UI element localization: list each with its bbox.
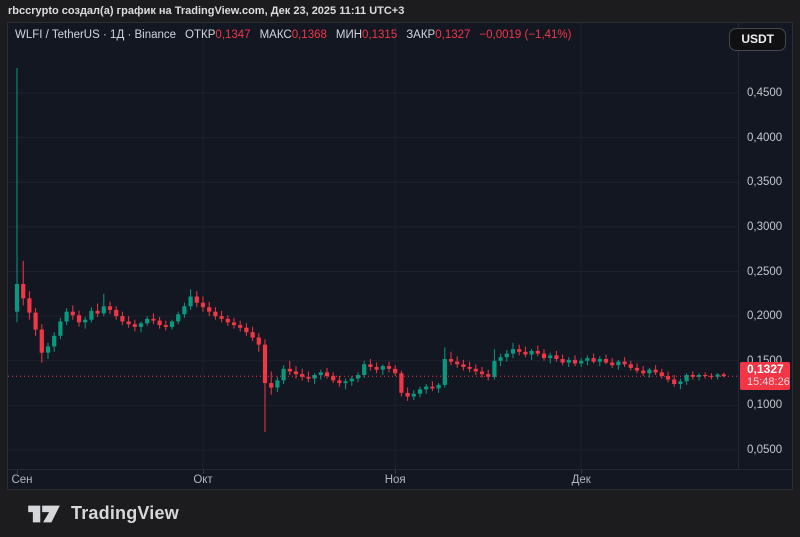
open-value: 0,1347 xyxy=(215,29,251,41)
price-tick-label: 0,1000 xyxy=(747,399,783,412)
symbol-name: WLFI / TetherUS xyxy=(15,29,100,41)
currency-toggle-button[interactable]: USDT xyxy=(729,28,786,51)
last-price-value: 0,1327 xyxy=(747,362,784,377)
exchange-label: Binance xyxy=(134,29,177,41)
time-tick-mark xyxy=(395,470,397,474)
chart-panel: WLFI / TetherUS · 1Д · Binance ОТКР0,134… xyxy=(7,22,793,490)
time-tick-mark xyxy=(203,470,204,474)
time-tick-mark xyxy=(17,470,18,474)
close-value: 0,1327 xyxy=(435,29,471,41)
legend-separator: · xyxy=(127,29,132,41)
ohlc-low: МИН0,1315 xyxy=(336,29,397,41)
time-tick-mark xyxy=(581,470,583,474)
brand-name: TradingView xyxy=(71,503,179,523)
last-price-badge: 0,1327 15:48:26 xyxy=(740,362,790,391)
ohlc-high: МАКС0,1368 xyxy=(260,29,327,41)
symbol-legend: WLFI / TetherUS · 1Д · Binance ОТКР0,134… xyxy=(15,29,572,41)
ohlc-open: ОТКР0,1347 xyxy=(185,29,251,41)
price-tick-label: 0,2500 xyxy=(747,265,783,278)
candlestick-chart-area[interactable] xyxy=(8,23,738,469)
time-tick-label: Дек xyxy=(571,474,591,486)
time-tick-label: Сен xyxy=(11,474,33,486)
footer-bar: TradingView xyxy=(0,490,800,537)
symbol-title[interactable]: WLFI / TetherUS · 1Д · Binance xyxy=(15,29,176,41)
time-tick-label: Окт xyxy=(193,474,213,486)
price-tick-label: 0,4000 xyxy=(747,131,783,144)
close-label: ЗАКР xyxy=(406,29,436,41)
time-tick-label: Ноя xyxy=(384,474,406,486)
attribution-text: rbccrypto создал(а) график на TradingVie… xyxy=(8,5,405,17)
high-label: МАКС xyxy=(259,29,292,41)
attribution-bar: rbccrypto создал(а) график на TradingVie… xyxy=(0,0,800,22)
change-value: −0,0019 (−1,41%) xyxy=(479,29,572,41)
price-tick-label: 0,3000 xyxy=(747,220,783,233)
price-axis[interactable]: 0,4500 0,4000 0,3500 0,3000 0,2500 0,2000 0,15… xyxy=(738,23,792,469)
open-label: ОТКР xyxy=(185,29,216,41)
high-value: 0,1368 xyxy=(291,29,327,41)
bar-countdown: 15:48:26 xyxy=(747,376,790,389)
tradingview-logo-link[interactable]: TradingView xyxy=(27,501,179,527)
price-tick-label: 0,4500 xyxy=(747,87,783,99)
price-tick-label: 0,0500 xyxy=(747,444,783,456)
price-tick-label: 0,3500 xyxy=(747,176,783,189)
ohlc-close: ЗАКР0,1327 xyxy=(406,29,470,41)
price-tick-label: 0,2000 xyxy=(747,310,783,323)
interval-label: 1Д xyxy=(110,29,125,41)
low-label: МИН xyxy=(335,29,363,41)
tradingview-logo-icon xyxy=(28,505,60,522)
low-value: 0,1315 xyxy=(362,29,398,41)
time-axis[interactable]: Сен Окт Ноя Дек xyxy=(8,469,792,489)
legend-separator: · xyxy=(103,29,107,41)
